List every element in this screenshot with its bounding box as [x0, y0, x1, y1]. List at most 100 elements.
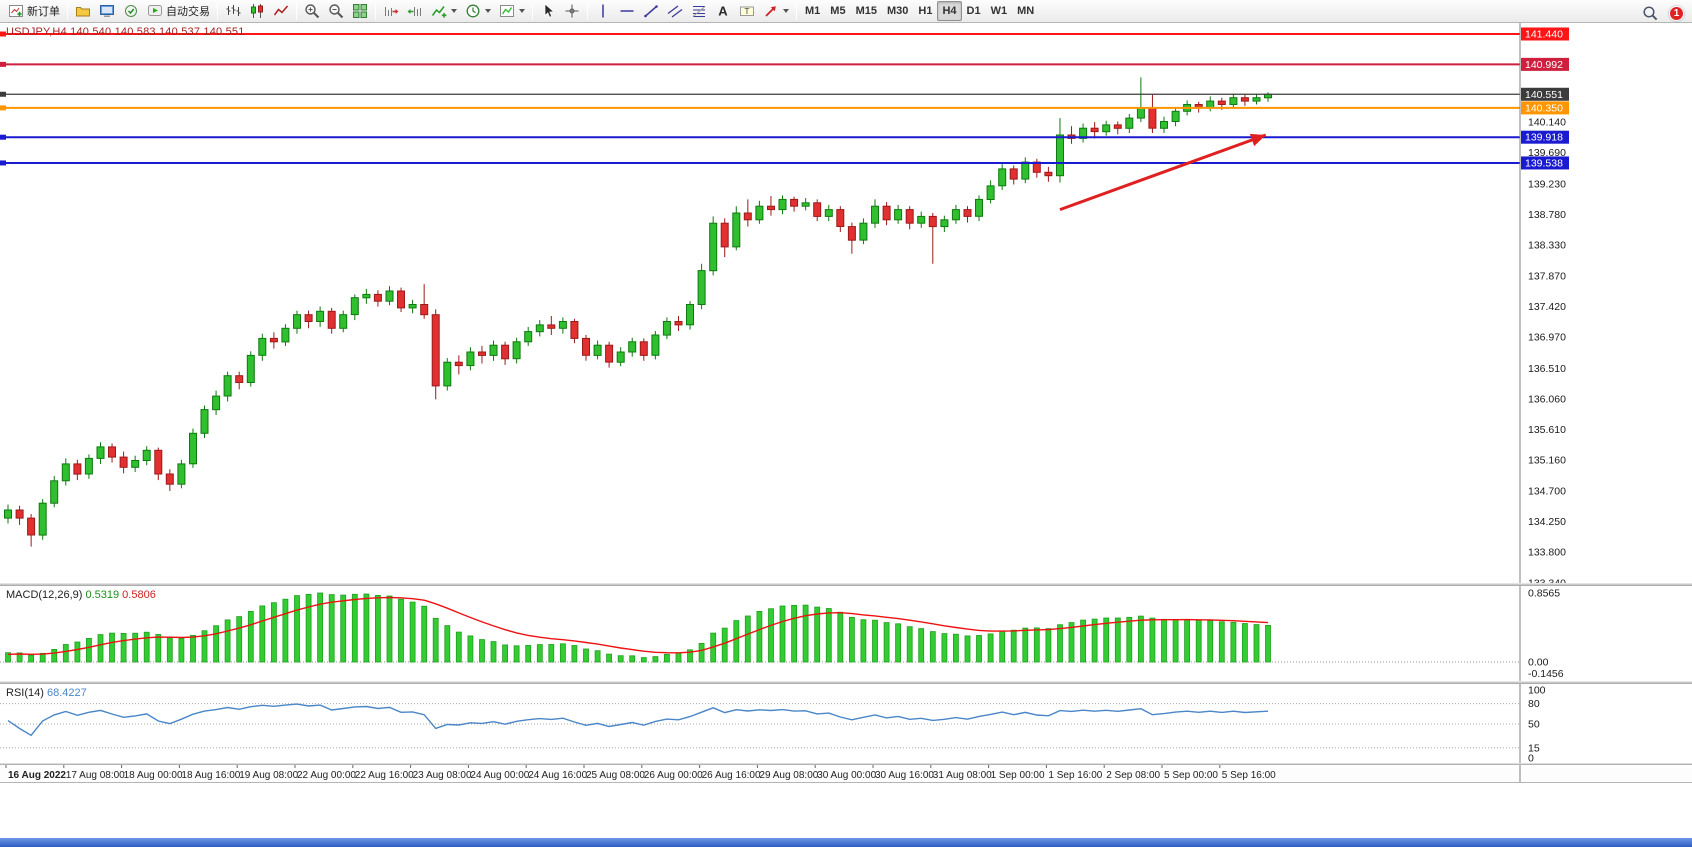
candle: [535, 320, 544, 337]
cursor-icon: [540, 3, 556, 19]
timeframe-h1-button[interactable]: H1: [918, 5, 933, 17]
time-tick-label: 24 Aug 00:00: [470, 770, 529, 781]
auto-scroll-button[interactable]: [403, 1, 427, 21]
text-label-button[interactable]: T: [735, 1, 759, 21]
time-tick-label: 18 Aug 00:00: [124, 770, 183, 781]
candle: [1125, 114, 1134, 133]
timeframe-m15-button[interactable]: M15: [855, 5, 877, 17]
price-badge-141.440: 141.440: [1521, 27, 1569, 41]
time-tick-label: 22 Aug 00:00: [297, 770, 356, 781]
new-order-button[interactable]: 新订单: [4, 1, 64, 21]
candle: [1136, 77, 1145, 123]
bar-chart-button[interactable]: [221, 1, 245, 21]
candle: [431, 309, 440, 400]
level-line-end-marker: [0, 31, 6, 37]
vertical-line-icon: [595, 3, 611, 19]
candle: [142, 446, 151, 466]
zoom-in-button[interactable]: [300, 1, 324, 21]
symbol-info: USDJPY,H4 140.540 140.583 140.537 140.55…: [6, 26, 245, 38]
terminal-button[interactable]: [95, 1, 119, 21]
macd-axis-label: 0.8565: [1528, 588, 1560, 600]
macd-indicator-panel[interactable]: 0.8565 0.00-0.1456 MACD(12,26,9) 0.5319 0.…: [0, 586, 1692, 681]
time-tick-label: 17 Aug 08:00: [66, 770, 125, 781]
profiles-button[interactable]: [71, 1, 95, 21]
price-tick-label: 136.970: [1528, 332, 1566, 344]
price-tick-label: 134.700: [1528, 486, 1566, 498]
timeframe-w1-button[interactable]: W1: [990, 5, 1008, 17]
level-line-end-marker: [0, 61, 6, 67]
candle: [524, 326, 533, 346]
candle: [489, 340, 498, 361]
panel-splitter[interactable]: [0, 763, 1692, 765]
price-tick-label: 136.060: [1528, 393, 1566, 405]
candlestick-chart-button[interactable]: [245, 1, 269, 21]
zoom-out-button[interactable]: [324, 1, 348, 21]
candle: [651, 331, 660, 360]
search-button[interactable]: [1638, 3, 1662, 23]
periods-button[interactable]: [461, 1, 495, 21]
vertical-line-button[interactable]: [591, 1, 615, 21]
time-tick-label: 25 Aug 08:00: [586, 770, 645, 781]
time-tick-label: 30 Aug 00:00: [817, 770, 876, 781]
candle: [1252, 93, 1261, 105]
indicators-button[interactable]: [427, 1, 461, 21]
crosshair-button[interactable]: [560, 1, 584, 21]
panel-splitter[interactable]: [0, 583, 1692, 586]
cursor-button[interactable]: [536, 1, 560, 21]
strategy-tester-button[interactable]: [119, 1, 143, 21]
label-icon: T: [739, 3, 755, 19]
candle: [1206, 96, 1215, 112]
toolbar-separator: [217, 2, 218, 20]
candle: [686, 301, 694, 330]
candle: [1056, 118, 1064, 183]
horizontal-line-button[interactable]: [615, 1, 639, 21]
price-tick-label: 139.690: [1528, 147, 1566, 159]
panel-splitter[interactable]: [0, 681, 1692, 684]
price-axis: 140.140 139.690 139.230 138.780 138.330 137.8…: [1528, 117, 1566, 586]
price-badge-139.918: 139.918: [1521, 130, 1569, 144]
candle: [1067, 126, 1076, 144]
candle: [605, 341, 614, 368]
svg-text:A: A: [718, 4, 728, 19]
templates-button[interactable]: [495, 1, 529, 21]
candle: [697, 263, 706, 310]
toolbar-right: 1: [1638, 3, 1684, 23]
timeframe-h4-button[interactable]: H4: [937, 1, 962, 21]
equidistant-channel-button[interactable]: [663, 1, 687, 21]
zoom-in-icon: [304, 3, 320, 19]
candle: [478, 345, 486, 364]
candle: [269, 332, 278, 349]
candle: [1021, 157, 1030, 184]
timeframe-m30-button[interactable]: M30: [886, 5, 909, 17]
candle: [628, 337, 637, 357]
fibonacci-button[interactable]: [687, 1, 711, 21]
timeframe-mn-button[interactable]: MN: [1017, 5, 1035, 17]
candle: [177, 459, 186, 489]
main-chart-panel[interactable]: 140.140 139.690 139.230 138.780 138.330 137.8…: [0, 23, 1692, 586]
price-tick-label: 133.340: [1528, 578, 1566, 586]
candle: [709, 216, 718, 276]
candle: [61, 458, 70, 486]
svg-text:140.551: 140.551: [1525, 89, 1563, 101]
timeframe-m5-button[interactable]: M5: [830, 5, 846, 17]
trendline-button[interactable]: [639, 1, 663, 21]
dropdown-caret-icon: [519, 9, 525, 13]
trend-arrow[interactable]: [1059, 133, 1267, 212]
candle: [975, 195, 983, 222]
auto-trading-button[interactable]: 自动交易: [143, 1, 214, 21]
arrows-button[interactable]: [759, 1, 793, 21]
candle: [397, 287, 405, 312]
horizontal-line-icon: [619, 3, 635, 19]
tile-windows-button[interactable]: [348, 1, 372, 21]
candle: [293, 310, 301, 334]
notification-badge[interactable]: 1: [1669, 5, 1684, 21]
time-tick-label: 22 Aug 16:00: [355, 770, 414, 781]
shift-end-button[interactable]: [379, 1, 403, 21]
timeframe-m1-button[interactable]: M1: [805, 5, 821, 17]
candle: [570, 318, 579, 344]
timeframe-d1-button[interactable]: D1: [966, 5, 981, 17]
text-button[interactable]: A: [711, 1, 735, 21]
line-chart-button[interactable]: [269, 1, 293, 21]
